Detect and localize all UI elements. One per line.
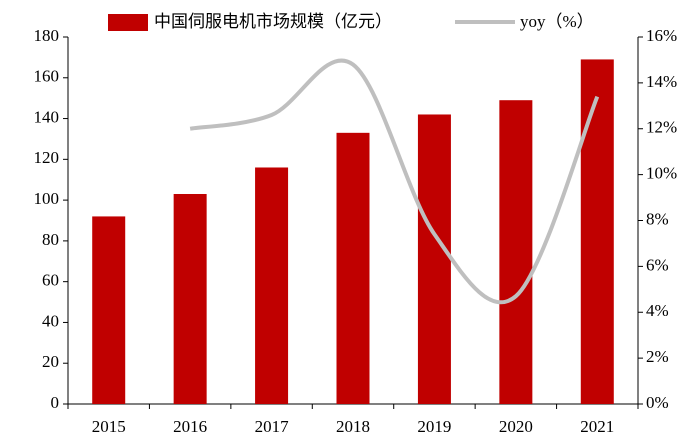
y-tick-label: 0	[51, 393, 60, 412]
y-tick-label: 60	[42, 271, 59, 290]
bar	[580, 59, 614, 405]
legend-label: yoy（%）	[520, 12, 594, 31]
y2-tick-label: 12%	[646, 118, 677, 137]
x-tick-label: 2017	[255, 417, 290, 436]
y2-tick-label: 6%	[646, 255, 669, 274]
y-tick-label: 80	[42, 230, 59, 249]
y-tick-label: 140	[34, 107, 60, 126]
y-tick-label: 120	[34, 148, 60, 167]
bar	[336, 132, 370, 405]
bar	[173, 193, 207, 404]
x-tick-label: 2015	[92, 417, 126, 436]
bar	[499, 100, 533, 404]
x-tick-label: 2020	[499, 417, 533, 436]
x-tick-label: 2019	[417, 417, 451, 436]
y2-tick-label: 14%	[646, 72, 677, 91]
x-tick-label: 2018	[336, 417, 370, 436]
line	[189, 58, 600, 305]
y-tick-label: 20	[42, 352, 59, 371]
legend-label: 中国伺服电机市场规模（亿元）	[154, 12, 392, 31]
x-tick-label: 2016	[173, 417, 207, 436]
y2-tick-label: 16%	[646, 26, 677, 45]
y2-tick-label: 10%	[646, 164, 677, 183]
y-tick-label: 100	[34, 189, 60, 208]
y2-tick-label: 4%	[646, 301, 669, 320]
y2-tick-label: 2%	[646, 347, 669, 366]
bar	[92, 216, 126, 404]
y-tick-label: 180	[34, 26, 60, 45]
y-tick-label: 40	[42, 311, 59, 330]
y2-tick-label: 8%	[646, 209, 669, 228]
x-tick-label: 2021	[580, 417, 614, 436]
y-tick-label: 160	[34, 67, 60, 86]
bar	[417, 114, 451, 404]
y2-tick-label: 0%	[646, 393, 669, 412]
bar	[255, 167, 289, 404]
legend-swatch	[108, 14, 148, 31]
